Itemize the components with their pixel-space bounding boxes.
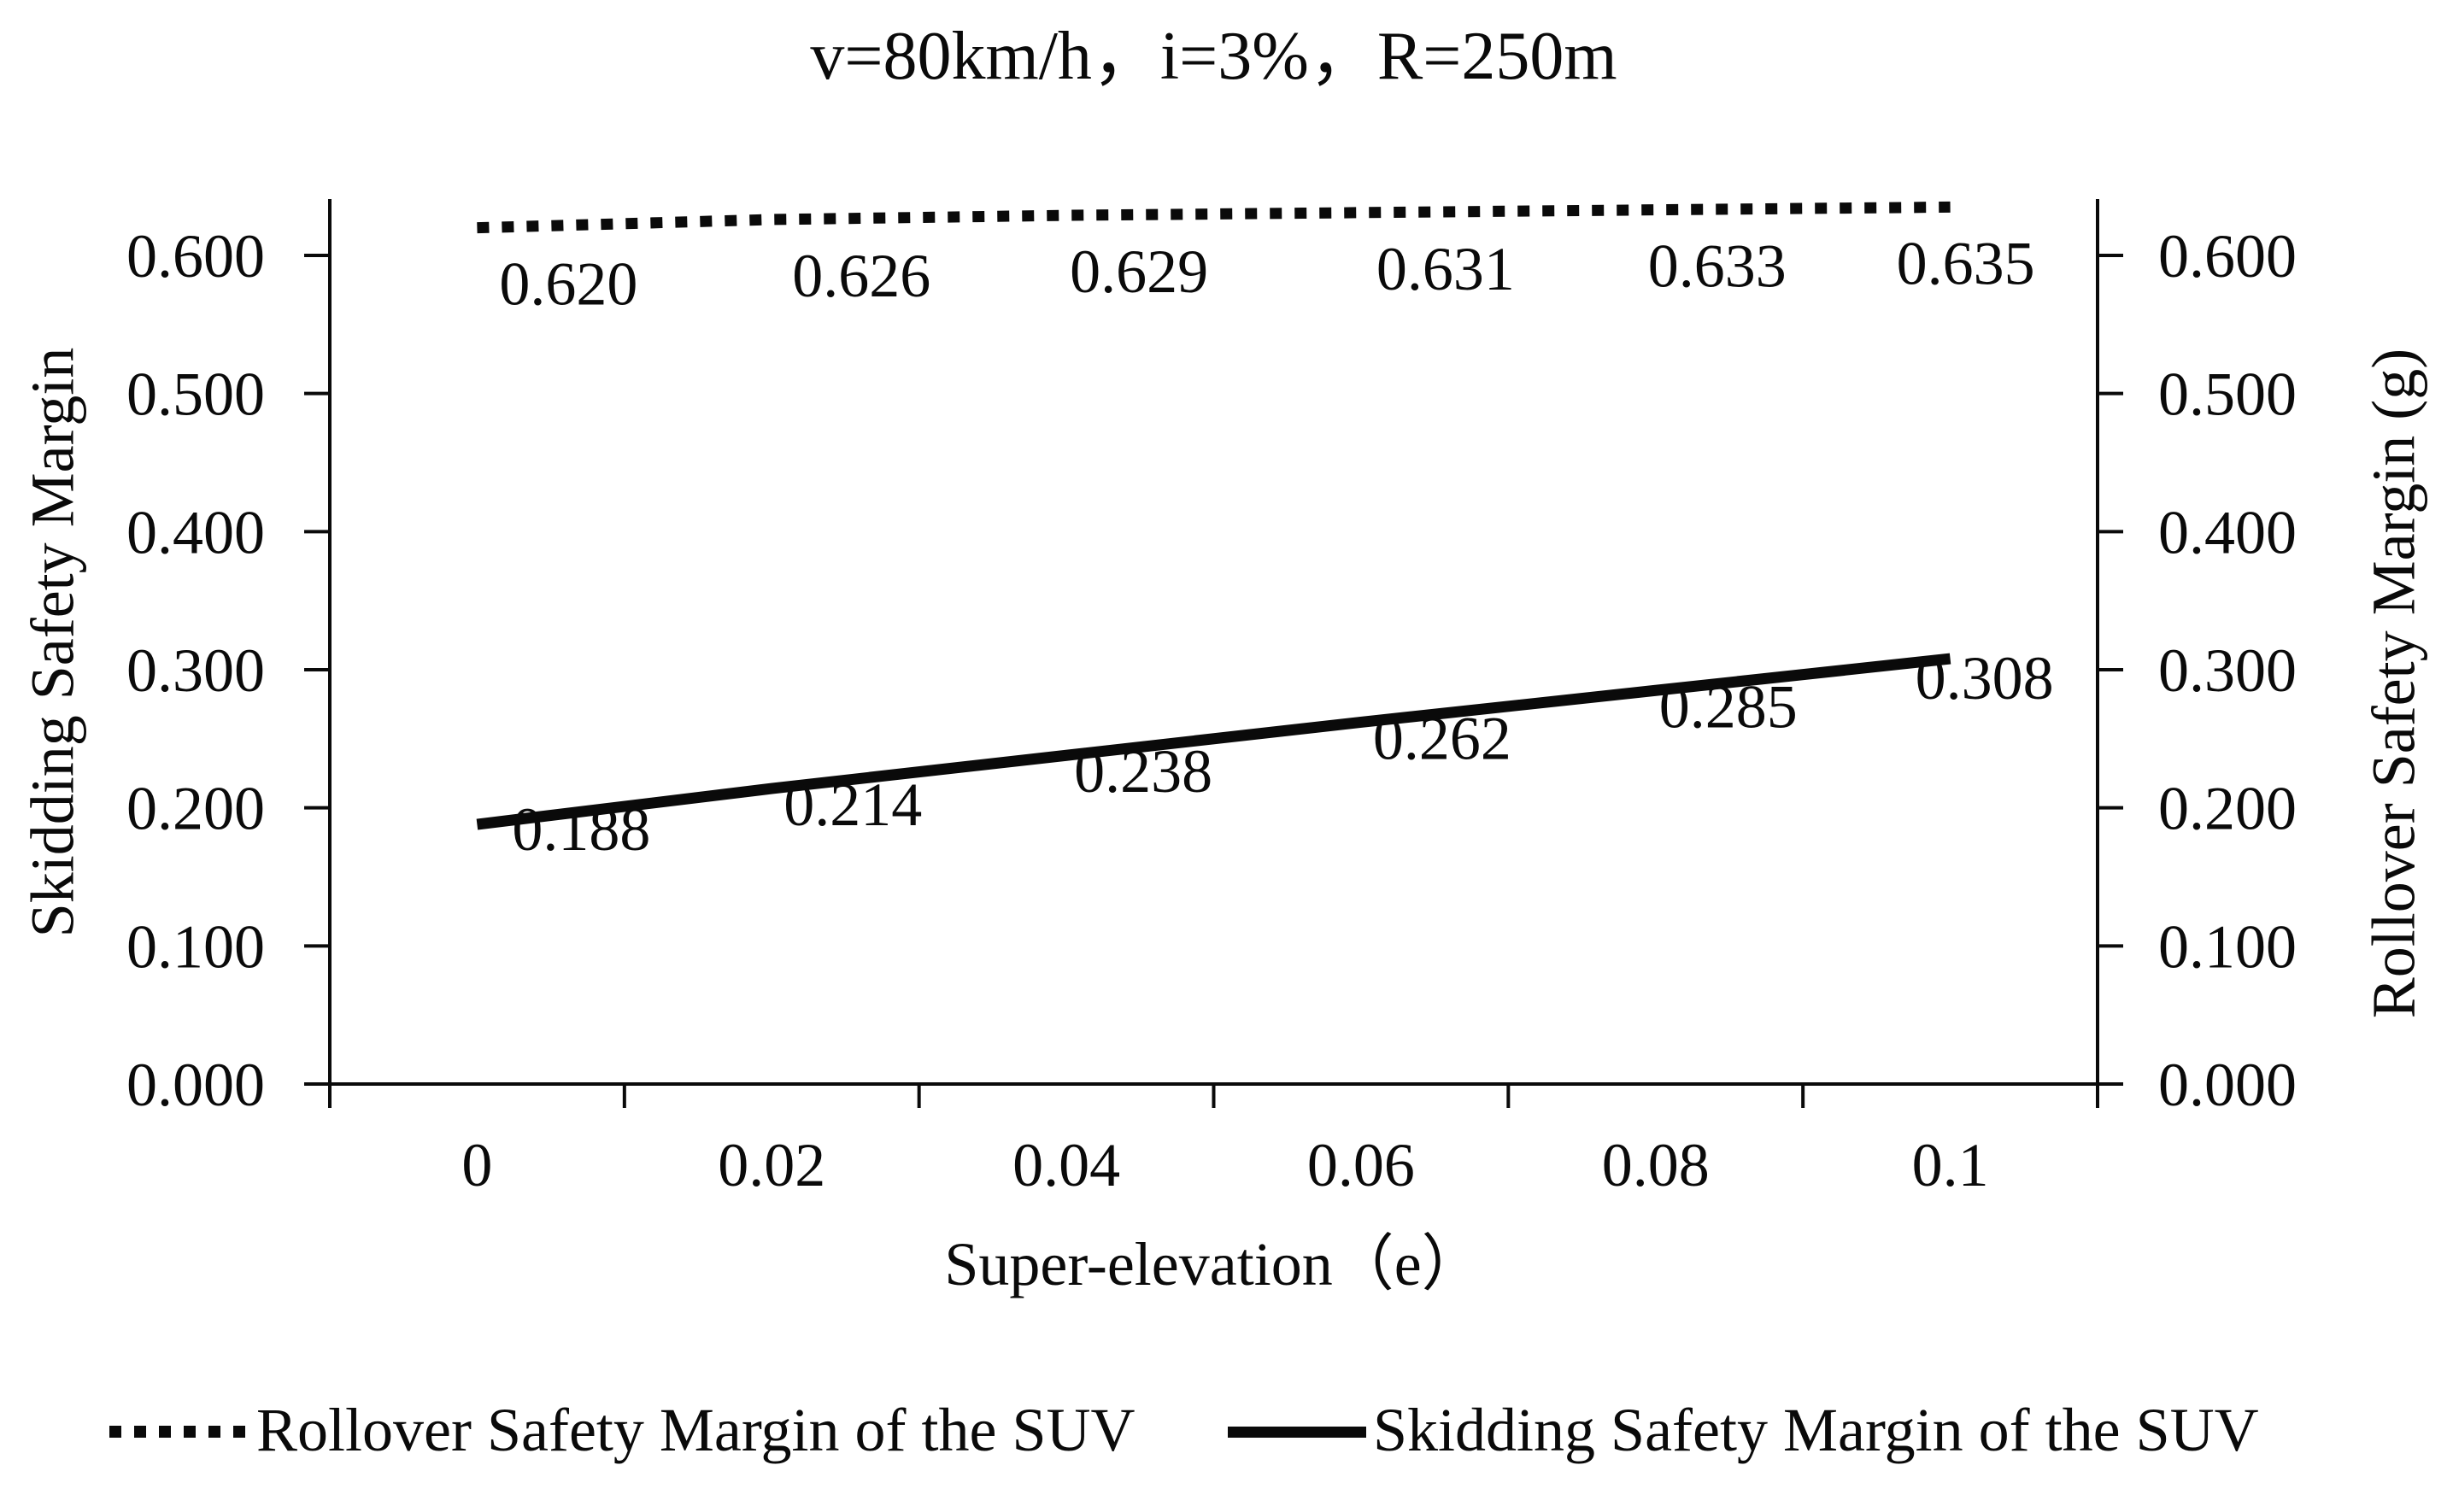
left-y-tick-label: 0.100 <box>126 912 265 981</box>
left-y-tick-label: 0.500 <box>126 360 265 429</box>
left-y-tick-label: 0.000 <box>126 1051 265 1119</box>
right-y-tick-label: 0.400 <box>2158 498 2297 566</box>
rollover-point-label: 0.631 <box>1376 235 1515 303</box>
legend-label-skidding: Skidding Safety Margin of the SUV <box>1373 1396 2259 1464</box>
skidding-series-line <box>476 653 1951 830</box>
rollover-point-label: 0.629 <box>1070 237 1208 306</box>
skidding-point-label: 0.188 <box>512 795 650 864</box>
chart-title: v=80km/h，i=3%，R=250m <box>810 19 1617 94</box>
rollover-point-label: 0.620 <box>499 250 637 319</box>
x-tick-label: 0.1 <box>1912 1131 1989 1199</box>
x-tick-label: 0.02 <box>718 1131 825 1199</box>
left-y-tick-label: 0.300 <box>126 636 265 705</box>
left-y-tick-label: 0.400 <box>126 498 265 566</box>
skidding-point-label: 0.262 <box>1373 704 1511 772</box>
right-y-tick-label: 0.600 <box>2158 222 2297 290</box>
x-tick-label: 0.06 <box>1307 1131 1415 1199</box>
x-tick-label: 0.08 <box>1602 1131 1710 1199</box>
rollover-series-line <box>477 201 1951 234</box>
skidding-point-label: 0.285 <box>1659 672 1798 741</box>
legend-label-rollover: Rollover Safety Margin of the SUV <box>256 1396 1136 1464</box>
right-y-tick-label: 0.000 <box>2158 1051 2297 1119</box>
legend-solid-line-sample <box>1228 1427 1366 1438</box>
rollover-point-label: 0.633 <box>1648 232 1787 301</box>
rollover-point-label: 0.635 <box>1897 229 2035 297</box>
right-y-tick-label: 0.200 <box>2158 775 2297 843</box>
x-tick-label: 0 <box>461 1131 492 1199</box>
right-y-tick-label: 0.300 <box>2158 636 2297 705</box>
skidding-point-label: 0.308 <box>1916 644 2054 712</box>
right-y-tick-label: 0.500 <box>2158 360 2297 429</box>
right-y-tick-label: 0.100 <box>2158 912 2297 981</box>
left-y-tick-label: 0.200 <box>126 775 265 843</box>
left-y-tick-label: 0.600 <box>126 222 265 290</box>
x-tick-label: 0.04 <box>1012 1131 1120 1199</box>
legend-dotted-line-sample <box>109 1426 251 1438</box>
x-axis-title: Super-elevation（e） <box>944 1230 1483 1298</box>
skidding-point-label: 0.214 <box>783 771 922 839</box>
rollover-point-label: 0.626 <box>792 242 930 310</box>
skidding-point-label: 0.238 <box>1074 737 1212 806</box>
